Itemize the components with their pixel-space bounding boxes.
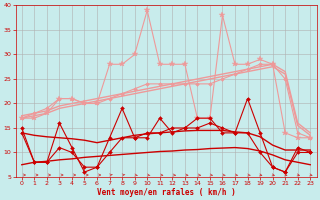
X-axis label: Vent moyen/en rafales ( km/h ): Vent moyen/en rafales ( km/h ) [97, 188, 236, 197]
